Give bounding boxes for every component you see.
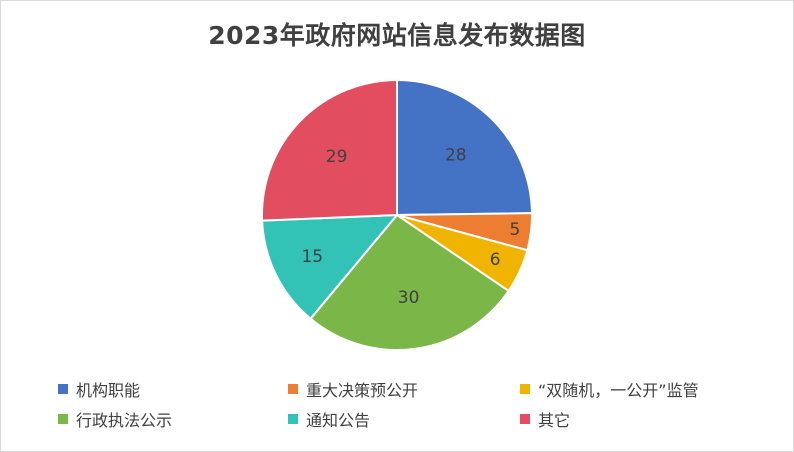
legend-swatch	[288, 414, 298, 424]
legend-label: 机构职能	[76, 381, 141, 400]
legend-label: 通知公告	[306, 411, 371, 430]
legend-swatch	[520, 414, 530, 424]
pie-slice-6	[261, 78, 398, 222]
legend-item-5: 通知公告	[288, 408, 370, 430]
pie-slice-1	[396, 78, 534, 217]
legend-swatch	[520, 384, 530, 394]
data-label-4: 30	[398, 288, 420, 308]
legend-item-6: 其它	[520, 408, 570, 430]
data-label-3: 6	[490, 250, 501, 270]
legend-item-3: “双随机，一公开”监管	[520, 378, 699, 400]
legend-label: 其它	[538, 411, 571, 430]
legend-item-1: 机构职能	[58, 378, 140, 400]
pie-slice-4	[309, 213, 510, 351]
pie-slice-5	[261, 213, 400, 321]
legend-item-2: 重大决策预公开	[288, 378, 418, 400]
legend-swatch	[58, 384, 68, 394]
legend-swatch	[288, 384, 298, 394]
legend-label: 重大决策预公开	[306, 381, 419, 400]
data-label-5: 15	[301, 247, 323, 267]
legend-swatch	[58, 414, 68, 424]
legend-label: 行政执法公示	[76, 411, 173, 430]
legend-item-4: 行政执法公示	[58, 408, 172, 430]
data-label-6: 29	[326, 147, 348, 167]
legend-label: “双随机，一公开”监管	[538, 381, 699, 400]
data-label-1: 28	[445, 145, 467, 165]
chart-title: 2023年政府网站信息发布数据图	[208, 21, 586, 50]
data-label-2: 5	[509, 220, 520, 240]
